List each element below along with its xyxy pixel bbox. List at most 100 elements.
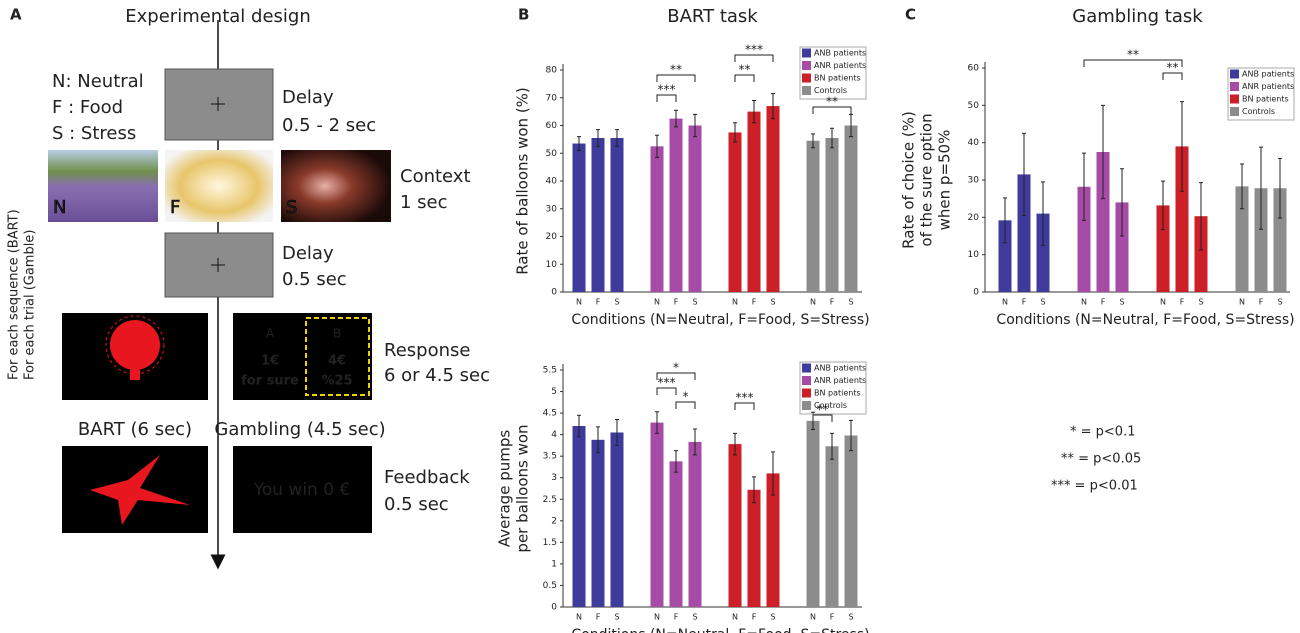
significance-bracket	[1162, 72, 1183, 80]
x-tick-label: N	[732, 613, 738, 622]
significance-label: **	[670, 63, 682, 77]
significance-label: ***	[745, 43, 763, 57]
panel-text: A B C Experimental design For each seque…	[7, 6, 1142, 516]
bar	[610, 432, 624, 607]
option-label: for sure	[241, 374, 299, 389]
error-bar	[693, 113, 697, 138]
y-tick-label: 10	[546, 260, 558, 270]
legend-label: ANB patients	[814, 49, 866, 58]
x-tick-label: S	[770, 298, 775, 307]
error-bar	[577, 136, 581, 151]
bar	[1254, 188, 1268, 292]
y-tick-label: 0	[551, 288, 557, 298]
bar	[1156, 205, 1170, 292]
design-panel	[48, 20, 391, 570]
image-letter: S	[286, 197, 297, 218]
panel-letter: A	[10, 6, 22, 24]
x-tick-label: F	[1259, 298, 1264, 307]
step-label: Response	[384, 340, 470, 361]
x-tick-label: F	[1180, 298, 1185, 307]
y-tick-label: 50	[968, 101, 980, 111]
significance-label: ***	[658, 376, 676, 390]
y-tick-label: 20	[546, 232, 558, 242]
x-tick-label: N	[732, 298, 738, 307]
legend-label: Controls	[814, 401, 847, 410]
legend-swatch	[802, 376, 811, 385]
bar	[610, 137, 624, 292]
y-tick-label: 0	[551, 603, 557, 613]
x-tick-label: N	[654, 298, 660, 307]
step-time: 1 sec	[400, 192, 448, 213]
bar	[806, 420, 820, 607]
win-text: You win 0 €	[253, 480, 351, 500]
step-label: Feedback	[384, 467, 470, 488]
x-tick-label: S	[770, 613, 775, 622]
significance-bracket	[734, 74, 755, 82]
error-bar	[674, 450, 678, 473]
legend-swatch	[802, 73, 811, 83]
error-bar	[1259, 146, 1263, 230]
error-bar	[1022, 132, 1026, 216]
burst-balloon	[90, 455, 190, 525]
chart-title: Gambling task	[1072, 6, 1203, 27]
bar	[669, 118, 683, 292]
bar	[1096, 152, 1110, 292]
y-tick-label: 2.5	[543, 495, 557, 505]
food-image	[165, 150, 273, 222]
panel-letter: B	[518, 6, 529, 24]
step-label: Context	[400, 166, 471, 187]
bar	[688, 441, 702, 607]
y-tick-label: 3	[551, 473, 557, 483]
condition-label: F : Food	[52, 97, 123, 118]
bar	[650, 422, 664, 607]
fixation-cross	[211, 97, 225, 111]
y-tick-label: 1	[551, 559, 557, 569]
significance-label: *	[673, 361, 679, 375]
error-bar	[674, 109, 678, 128]
bar	[766, 106, 780, 292]
y-tick-label: 30	[546, 204, 558, 214]
stress-image	[281, 150, 391, 222]
x-tick-label: N	[1081, 298, 1087, 307]
y-axis-label: of the sure option	[918, 113, 936, 246]
significance-bracket	[1083, 59, 1183, 67]
error-bar	[1199, 182, 1203, 251]
neutral-image	[48, 150, 158, 222]
panel-letter: C	[905, 6, 916, 24]
bar	[1017, 174, 1031, 292]
x-tick-label: F	[596, 613, 601, 622]
x-tick-label: N	[810, 613, 816, 622]
x-axis-label: Conditions (N=Neutral, F=Food, S=Stress)	[996, 312, 1294, 328]
y-tick-label: 20	[968, 213, 980, 223]
bar	[747, 111, 761, 292]
y-tick-label: 50	[546, 149, 558, 159]
significance-bracket	[656, 387, 677, 395]
error-bar	[1082, 152, 1086, 221]
task-label: Gambling (4.5 sec)	[214, 419, 385, 440]
y-axis-label: when p=50%	[936, 130, 954, 231]
option-label: 1€	[261, 354, 279, 369]
y-tick-label: 2	[551, 516, 557, 526]
x-tick-label: F	[1022, 298, 1027, 307]
y-tick-label: 80	[546, 66, 558, 76]
significance-bracket	[812, 414, 833, 422]
step-time: 6 or 4.5 sec	[384, 365, 490, 386]
balloon-outline	[105, 315, 165, 375]
bar	[572, 143, 586, 292]
significance-label: **	[739, 63, 751, 77]
significance-bracket	[656, 74, 696, 82]
y-axis-label: Rate of choice (%)	[900, 111, 918, 249]
x-tick-label: S	[848, 613, 853, 622]
legend-swatch	[802, 388, 811, 398]
x-tick-label: F	[830, 613, 835, 622]
significance-label: **	[826, 95, 838, 109]
legend-label: ANR patients	[814, 376, 866, 385]
x-tick-label: S	[614, 298, 619, 307]
x-tick-label: F	[830, 298, 835, 307]
error-bar	[771, 93, 775, 120]
bar	[806, 140, 820, 292]
x-tick-label: N	[576, 298, 582, 307]
bar	[1115, 202, 1129, 292]
bar	[728, 132, 742, 292]
